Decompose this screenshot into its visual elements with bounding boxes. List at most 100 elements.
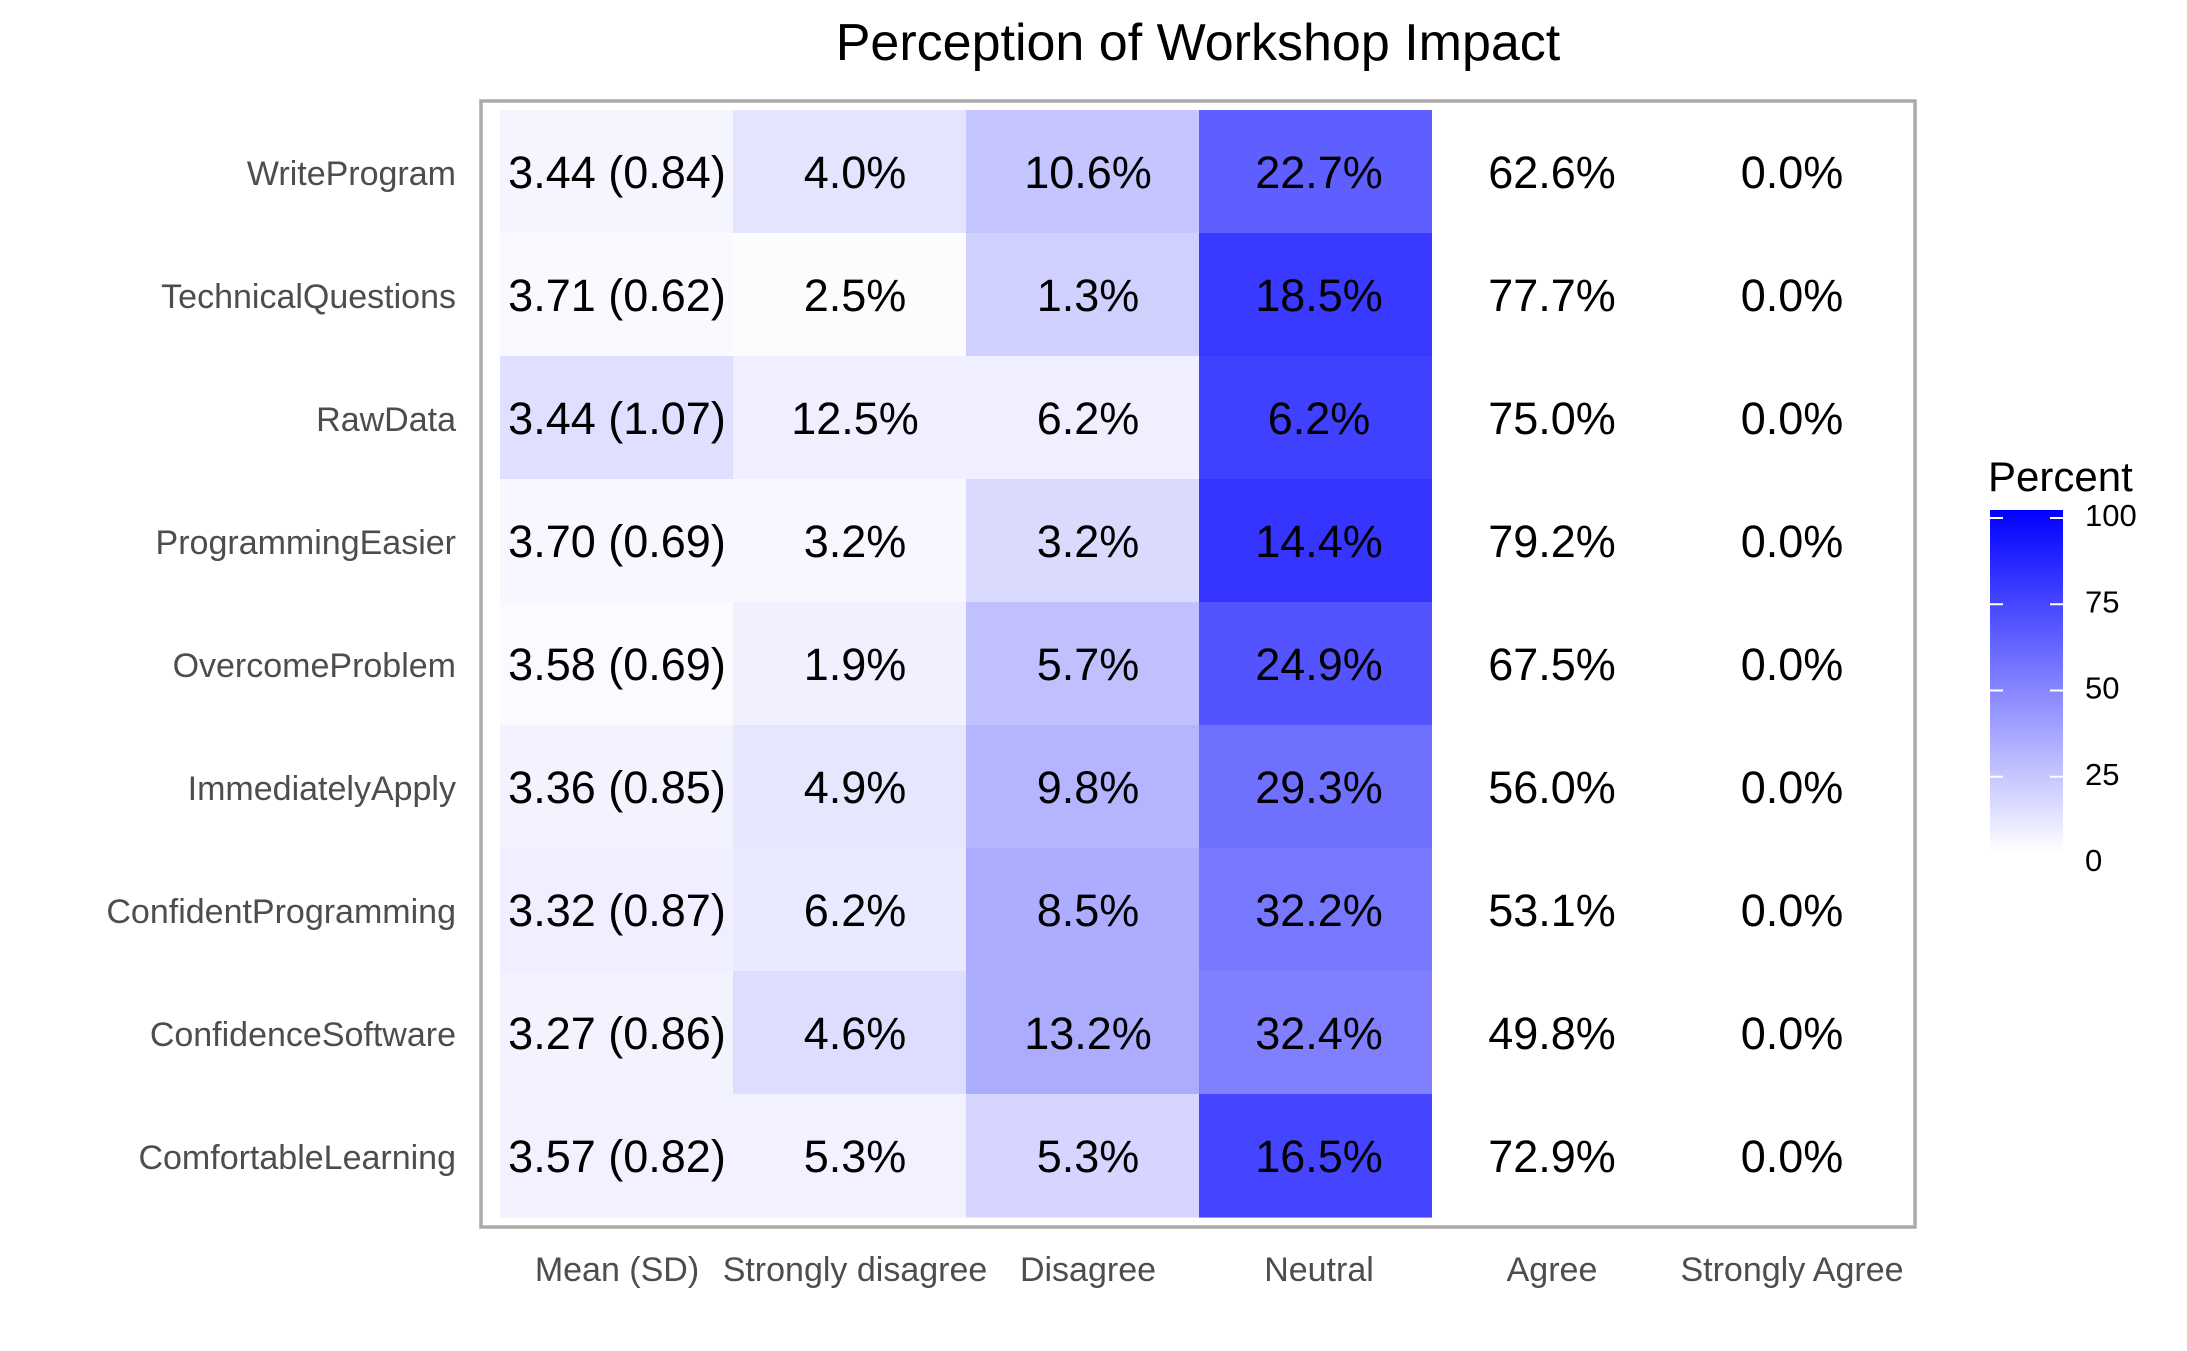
heatmap-cell <box>1432 1094 1666 1218</box>
heatmap-cell <box>500 233 734 357</box>
column-label: Neutral <box>1264 1251 1374 1289</box>
cell-value-label: 75.0% <box>1488 393 1616 444</box>
cell-value-label: 1.9% <box>804 639 907 690</box>
mean-sd-label: 3.32 (0.87) <box>508 885 726 936</box>
heatmap-cell <box>966 233 1200 357</box>
cell-value-label: 0.0% <box>1741 147 1844 198</box>
legend-tick-label: 0 <box>2085 843 2102 878</box>
row-labels: WriteProgram TechnicalQuestions RawData Pro… <box>106 155 456 1177</box>
heatmap-cell <box>1432 971 1666 1095</box>
row-label: ComfortableLearning <box>138 1139 456 1177</box>
cell-value-label: 72.9% <box>1488 1131 1616 1182</box>
heatmap-cell <box>733 971 967 1095</box>
heatmap-cell <box>966 725 1200 849</box>
mean-sd-label: 3.36 (0.85) <box>508 762 726 813</box>
heatmap-cell <box>1199 356 1433 480</box>
heatmap-cell <box>1432 725 1666 849</box>
cell-value-label: 77.7% <box>1488 270 1616 321</box>
heatmap-cell <box>1199 479 1433 603</box>
heatmap-cell <box>966 1094 1200 1218</box>
row-label: RawData <box>316 401 456 439</box>
heatmap-cell <box>1432 848 1666 972</box>
legend-tick-label: 75 <box>2085 584 2119 619</box>
row-label: ConfidentProgramming <box>106 893 456 931</box>
cell-value-label: 49.8% <box>1488 1008 1616 1059</box>
column-label: Mean (SD) <box>535 1251 699 1289</box>
cell-value-label: 3.2% <box>804 516 907 567</box>
cell-value-label: 5.3% <box>1037 1131 1140 1182</box>
heatmap-cell <box>733 725 967 849</box>
heatmap-cell <box>500 848 734 972</box>
legend-colorbar <box>1990 510 2063 853</box>
mean-sd-label: 3.27 (0.86) <box>508 1008 726 1059</box>
column-label: Disagree <box>1020 1251 1156 1289</box>
cell-value-labels: 3.44 (0.84) 4.0% 10.6% 22.7% 62.6% 0.0% 3.71 (… <box>508 147 1843 1182</box>
cell-value-label: 0.0% <box>1741 762 1844 813</box>
cell-value-label: 6.2% <box>1268 393 1371 444</box>
cell-value-label: 62.6% <box>1488 147 1616 198</box>
heatmap-cell <box>1432 110 1666 234</box>
cell-value-label: 4.0% <box>804 147 907 198</box>
plot-panel-border <box>479 99 1917 1229</box>
cell-value-label: 0.0% <box>1741 516 1844 567</box>
heatmap-cell <box>966 356 1200 480</box>
cell-value-label: 79.2% <box>1488 516 1616 567</box>
heatmap-cell <box>733 848 967 972</box>
row-label: WriteProgram <box>247 155 456 193</box>
heatmap-cell <box>500 1094 734 1218</box>
cell-value-label: 32.2% <box>1255 885 1383 936</box>
heatmap-cell <box>733 110 967 234</box>
cell-value-label: 0.0% <box>1741 270 1844 321</box>
cell-value-label: 67.5% <box>1488 639 1616 690</box>
heatmap-cell <box>1199 110 1433 234</box>
column-labels: Mean (SD) Strongly disagree Disagree Neutra… <box>535 1251 1904 1289</box>
column-label: Strongly Agree <box>1680 1251 1903 1289</box>
heatmap-cell <box>500 971 734 1095</box>
heatmap-cell <box>1199 848 1433 972</box>
heatmap-cell <box>500 479 734 603</box>
mean-sd-label: 3.71 (0.62) <box>508 270 726 321</box>
cell-value-label: 2.5% <box>804 270 907 321</box>
cell-value-label: 5.3% <box>804 1131 907 1182</box>
legend-tick-label: 100 <box>2085 498 2137 533</box>
heatmap-cell <box>966 602 1200 726</box>
legend-ticks: 0 25 50 75 100 <box>1990 498 2137 878</box>
heatmap-cell <box>733 356 967 480</box>
cell-value-label: 3.2% <box>1037 516 1140 567</box>
mean-sd-label: 3.44 (1.07) <box>508 393 726 444</box>
heatmap-cell <box>1432 356 1666 480</box>
heatmap-cell <box>1432 479 1666 603</box>
heatmap-cell <box>1199 602 1433 726</box>
heatmap-cell <box>733 602 967 726</box>
heatmap-cell <box>966 110 1200 234</box>
cell-value-label: 10.6% <box>1024 147 1152 198</box>
heatmap-cell <box>1199 1094 1433 1218</box>
heatmap-cell <box>733 479 967 603</box>
cell-value-label: 5.7% <box>1037 639 1140 690</box>
cell-value-label: 53.1% <box>1488 885 1616 936</box>
heatmap-cell <box>1199 233 1433 357</box>
legend-title: Percent <box>1988 453 2133 500</box>
heatmap-cell <box>1199 725 1433 849</box>
heatmap-cell <box>1199 971 1433 1095</box>
column-label: Agree <box>1507 1251 1598 1289</box>
cell-value-label: 0.0% <box>1741 393 1844 444</box>
column-label: Strongly disagree <box>723 1251 988 1289</box>
cell-value-label: 29.3% <box>1255 762 1383 813</box>
cell-value-label: 0.0% <box>1741 1008 1844 1059</box>
cell-value-label: 14.4% <box>1255 516 1383 567</box>
mean-sd-label: 3.44 (0.84) <box>508 147 726 198</box>
cell-value-label: 0.0% <box>1741 639 1844 690</box>
cell-value-label: 0.0% <box>1741 1131 1844 1182</box>
heatmap-cell <box>1432 602 1666 726</box>
cell-value-label: 56.0% <box>1488 762 1616 813</box>
cell-value-label: 18.5% <box>1255 270 1383 321</box>
heatmap-cell <box>1432 233 1666 357</box>
cell-value-label: 24.9% <box>1255 639 1383 690</box>
cell-value-label: 4.6% <box>804 1008 907 1059</box>
heatmap-cell <box>966 971 1200 1095</box>
legend: Percent 0 25 50 75 100 <box>1988 453 2137 878</box>
legend-tick-label: 50 <box>2085 671 2119 706</box>
cell-value-label: 0.0% <box>1741 885 1844 936</box>
